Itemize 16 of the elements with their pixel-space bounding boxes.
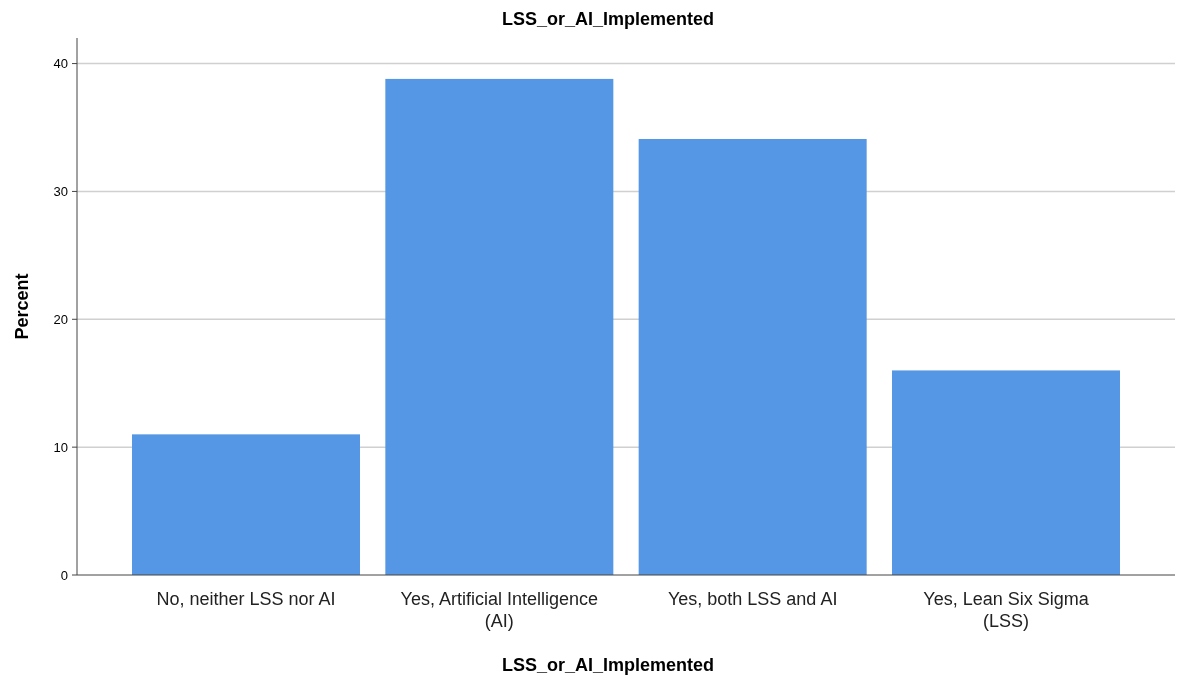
y-tick-label: 20 <box>53 311 68 327</box>
x-tick-label: Yes, both LSS and AI <box>667 589 838 609</box>
bar <box>892 370 1120 575</box>
x-axis-title: LSS_or_AI_Implemented <box>501 655 715 675</box>
bar <box>385 78 614 575</box>
x-tick-label: Yes, Artificial Intelligence (AI) <box>400 589 599 631</box>
y-axis-title: Percent <box>12 273 32 340</box>
bar <box>638 139 867 575</box>
y-tick-label: 30 <box>53 183 68 199</box>
y-tick-label: 0 <box>60 567 68 583</box>
y-tick-label: 10 <box>53 439 68 455</box>
x-tick-label: No, neither LSS nor AI <box>156 589 336 609</box>
bar <box>132 434 360 575</box>
chart-title: LSS_or_AI_Implemented <box>501 9 715 29</box>
x-tick-label: Yes, Lean Six Sigma (LSS) <box>923 589 1090 631</box>
y-tick-label: 40 <box>53 56 68 72</box>
